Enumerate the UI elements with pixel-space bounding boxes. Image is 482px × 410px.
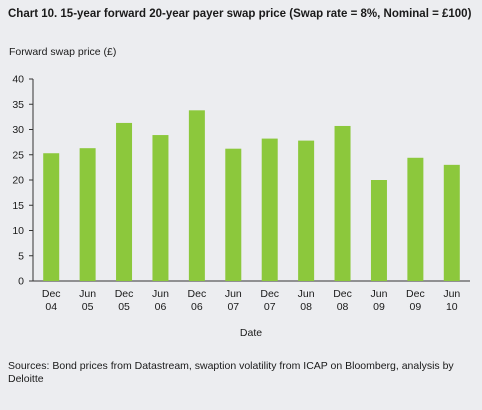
- y-axis-title: Forward swap price (£): [9, 46, 117, 58]
- bar: [298, 140, 315, 281]
- bar: [79, 148, 96, 281]
- chart-title: Chart 10. 15-year forward 20-year payer …: [8, 8, 472, 20]
- y-tick-label: 40: [12, 74, 24, 86]
- x-tick-label-month: Dec: [260, 288, 279, 300]
- bar: [261, 138, 278, 281]
- x-tick-label-year: 06: [191, 301, 203, 313]
- bar: [443, 164, 460, 281]
- x-tick-label-month: Jun: [152, 288, 169, 300]
- y-tick-label: 20: [12, 175, 24, 187]
- x-tick-label-month: Jun: [298, 288, 315, 300]
- x-tick-label-month: Dec: [333, 288, 352, 300]
- x-tick-label-year: 07: [264, 301, 276, 313]
- bar: [225, 148, 242, 281]
- y-tick-label: 35: [12, 99, 24, 111]
- source-note: Sources: Bond prices from Datastream, sw…: [8, 360, 454, 385]
- x-tick-label-month: Dec: [115, 288, 134, 300]
- x-tick-label-month: Dec: [188, 288, 207, 300]
- x-tick-label-month: Jun: [225, 288, 242, 300]
- x-tick-label-year: 05: [82, 301, 94, 313]
- bar: [334, 125, 351, 281]
- bar: [116, 122, 133, 281]
- x-tick-label-year: 08: [337, 301, 349, 313]
- x-axis-title: Date: [240, 327, 262, 339]
- x-tick-label-year: 09: [373, 301, 385, 313]
- x-tick-label-year: 04: [45, 301, 57, 313]
- x-tick-label-year: 05: [118, 301, 130, 313]
- y-tick-label: 15: [12, 200, 24, 212]
- x-tick-label-year: 07: [227, 301, 239, 313]
- y-tick-label: 30: [12, 124, 24, 136]
- bar: [188, 110, 205, 281]
- x-tick-label-month: Dec: [406, 288, 425, 300]
- x-tick-label-year: 09: [410, 301, 422, 313]
- x-tick-label-month: Jun: [79, 288, 96, 300]
- bar: [407, 157, 424, 281]
- bar: [152, 135, 169, 281]
- x-tick-label-month: Jun: [443, 288, 460, 300]
- x-tick-label-year: 10: [446, 301, 458, 313]
- y-tick-label: 5: [18, 250, 24, 262]
- x-tick-label-month: Dec: [42, 288, 61, 300]
- bar: [370, 180, 387, 281]
- y-tick-label: 0: [18, 276, 24, 288]
- x-tick-label-year: 06: [155, 301, 167, 313]
- x-tick-label-month: Jun: [370, 288, 387, 300]
- y-tick-label: 25: [12, 149, 24, 161]
- y-tick-label: 10: [12, 225, 24, 237]
- x-tick-label-year: 08: [300, 301, 312, 313]
- bar: [43, 153, 60, 281]
